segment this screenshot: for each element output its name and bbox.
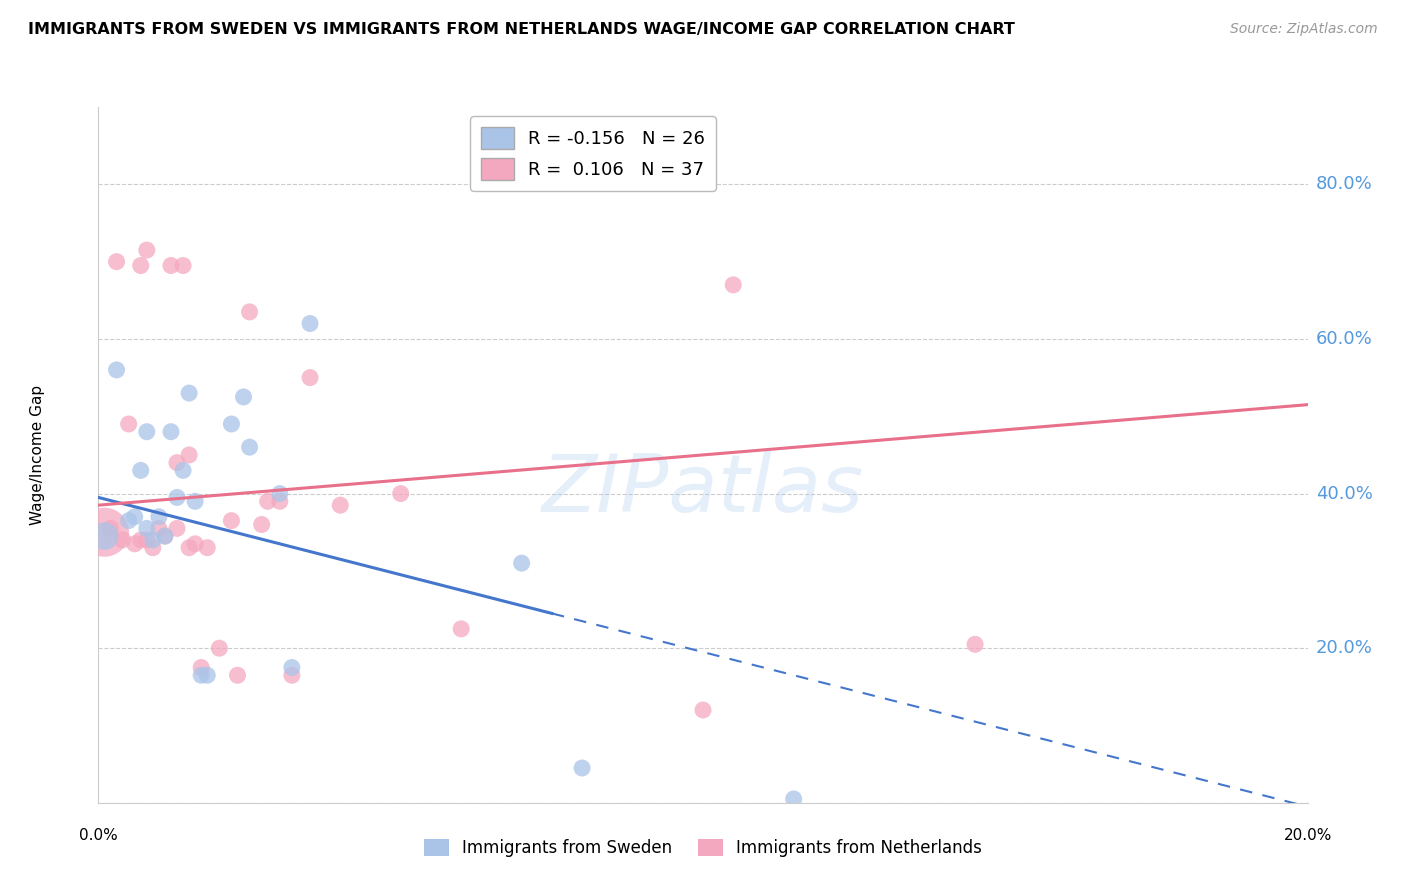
- Point: [692, 703, 714, 717]
- Point: [93, 529, 115, 543]
- Point: [124, 537, 146, 551]
- Point: [100, 521, 122, 535]
- Point: [299, 370, 322, 384]
- Point: [142, 533, 165, 547]
- Point: [965, 637, 987, 651]
- Text: 20.0%: 20.0%: [1284, 828, 1331, 843]
- Text: 80.0%: 80.0%: [1316, 176, 1372, 194]
- Point: [124, 509, 146, 524]
- Point: [269, 486, 291, 500]
- Point: [148, 521, 170, 535]
- Text: Wage/Income Gap: Wage/Income Gap: [31, 384, 45, 525]
- Point: [184, 494, 207, 508]
- Point: [153, 529, 176, 543]
- Text: 20.0%: 20.0%: [1316, 640, 1372, 657]
- Text: IMMIGRANTS FROM SWEDEN VS IMMIGRANTS FROM NETHERLANDS WAGE/INCOME GAP CORRELATIO: IMMIGRANTS FROM SWEDEN VS IMMIGRANTS FRO…: [28, 22, 1015, 37]
- Point: [166, 491, 188, 505]
- Point: [129, 259, 152, 273]
- Point: [195, 541, 218, 555]
- Point: [281, 660, 304, 674]
- Point: [166, 521, 188, 535]
- Text: 60.0%: 60.0%: [1316, 330, 1372, 348]
- Point: [389, 486, 412, 500]
- Point: [281, 668, 304, 682]
- Point: [239, 440, 262, 454]
- Point: [172, 259, 194, 273]
- Legend: Immigrants from Sweden, Immigrants from Netherlands: Immigrants from Sweden, Immigrants from …: [418, 832, 988, 864]
- Point: [299, 317, 322, 331]
- Point: [510, 556, 533, 570]
- Text: 0.0%: 0.0%: [79, 828, 118, 843]
- Point: [135, 533, 157, 547]
- Point: [195, 668, 218, 682]
- Point: [93, 525, 115, 540]
- Point: [118, 417, 141, 431]
- Point: [226, 668, 249, 682]
- Point: [105, 254, 128, 268]
- Point: [111, 533, 134, 547]
- Point: [184, 537, 207, 551]
- Point: [250, 517, 273, 532]
- Point: [148, 509, 170, 524]
- Point: [135, 521, 157, 535]
- Point: [208, 641, 231, 656]
- Point: [221, 514, 243, 528]
- Point: [232, 390, 254, 404]
- Point: [269, 494, 291, 508]
- Point: [256, 494, 278, 508]
- Text: ZIPatlas: ZIPatlas: [541, 450, 865, 529]
- Point: [177, 541, 201, 555]
- Text: Source: ZipAtlas.com: Source: ZipAtlas.com: [1230, 22, 1378, 37]
- Point: [571, 761, 593, 775]
- Point: [135, 243, 157, 257]
- Point: [129, 533, 152, 547]
- Point: [105, 363, 128, 377]
- Point: [177, 448, 201, 462]
- Point: [166, 456, 188, 470]
- Point: [160, 259, 183, 273]
- Point: [160, 425, 183, 439]
- Point: [142, 541, 165, 555]
- Point: [190, 668, 212, 682]
- Point: [129, 463, 152, 477]
- Point: [118, 514, 141, 528]
- Point: [190, 660, 212, 674]
- Point: [221, 417, 243, 431]
- Point: [450, 622, 472, 636]
- Point: [239, 305, 262, 319]
- Point: [329, 498, 352, 512]
- Point: [177, 386, 201, 401]
- Point: [721, 277, 744, 292]
- Point: [135, 425, 157, 439]
- Point: [153, 529, 176, 543]
- Text: 40.0%: 40.0%: [1316, 484, 1372, 502]
- Point: [172, 463, 194, 477]
- Point: [782, 792, 804, 806]
